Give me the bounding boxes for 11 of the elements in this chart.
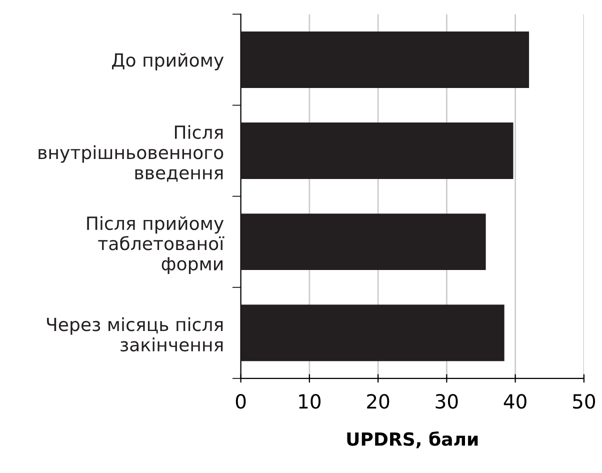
x-axis-title: UPDRS, бали [347, 431, 478, 448]
y-tick-label: Після прийому таблетованої форми [87, 216, 224, 274]
x-tick-label: 0 [236, 394, 246, 409]
x-tick-label: 10 [299, 394, 321, 409]
y-tick-label: Після внутрішньовенного введення [38, 125, 224, 182]
y-tick-label: Через місяць після закінчення [47, 317, 223, 352]
x-tick-label: 50 [573, 394, 596, 409]
x-tick-label: 40 [504, 394, 526, 409]
y-tick-label: До прийому [112, 52, 224, 70]
x-tick-label: 20 [367, 394, 390, 409]
x-tick-label: 30 [436, 394, 458, 409]
